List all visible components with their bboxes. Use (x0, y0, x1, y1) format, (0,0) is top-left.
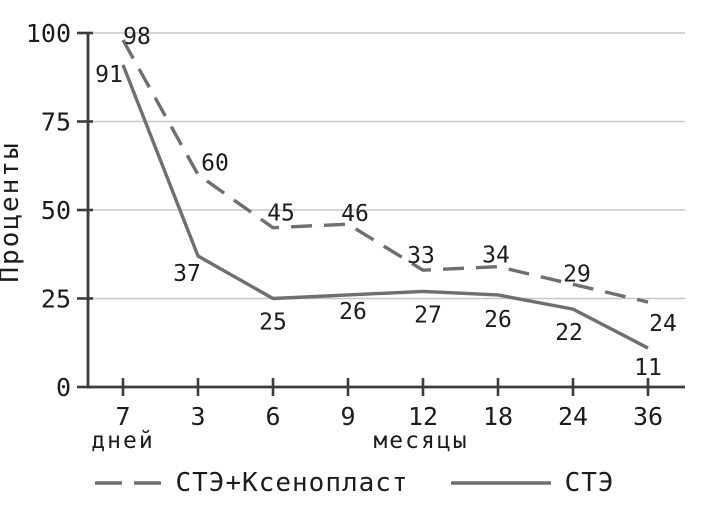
x-tick-label: 7 (115, 402, 130, 431)
data-label: 22 (555, 320, 583, 346)
y-tick-label: 75 (41, 108, 71, 137)
data-label: 46 (341, 201, 369, 227)
data-label: 60 (201, 151, 229, 177)
data-label: 25 (259, 310, 287, 336)
y-tick-label: 50 (41, 196, 71, 225)
y-tick-label: 100 (26, 19, 71, 48)
x-tick-label: 18 (483, 402, 513, 431)
data-label: 26 (339, 299, 367, 325)
x-tick-label: 6 (265, 402, 280, 431)
legend-item-ste: СТЭ (450, 468, 615, 498)
series-line-0 (121, 39, 649, 304)
data-label: 29 (563, 261, 591, 287)
legend-label-ste-xenoplast: СТЭ+Ксенопласт (175, 468, 409, 498)
data-label: 27 (414, 302, 442, 328)
y-tick-label: 25 (41, 285, 71, 314)
x-tick-label: 3 (190, 402, 205, 431)
legend-label-ste: СТЭ (564, 468, 615, 498)
solid-line-sample (450, 481, 551, 485)
data-label: 24 (649, 311, 677, 337)
data-label: 11 (634, 355, 662, 381)
x-sublabel-months: месяцы (373, 428, 468, 454)
data-label: 98 (123, 24, 151, 50)
legend-item-ste-xenoplast: СТЭ+Ксенопласт (95, 468, 408, 498)
dashed-line-sample (95, 481, 162, 485)
data-label: 45 (267, 201, 295, 227)
chart-legend: СТЭ+Ксенопласт СТЭ (0, 468, 710, 498)
data-label: 91 (95, 62, 123, 88)
x-sublabel-days: дней (91, 428, 154, 454)
x-tick-label: 9 (340, 402, 355, 431)
data-label: 37 (173, 261, 201, 287)
x-tick-label: 12 (408, 402, 438, 431)
data-label: 26 (484, 307, 512, 333)
x-tick-label: 24 (558, 402, 588, 431)
series-line-1 (121, 64, 649, 350)
y-axis-title: Проценты (0, 141, 25, 282)
data-label: 34 (482, 243, 510, 269)
data-label: 33 (407, 243, 435, 269)
y-tick-label: 0 (56, 373, 71, 402)
x-tick-label: 36 (633, 402, 663, 431)
